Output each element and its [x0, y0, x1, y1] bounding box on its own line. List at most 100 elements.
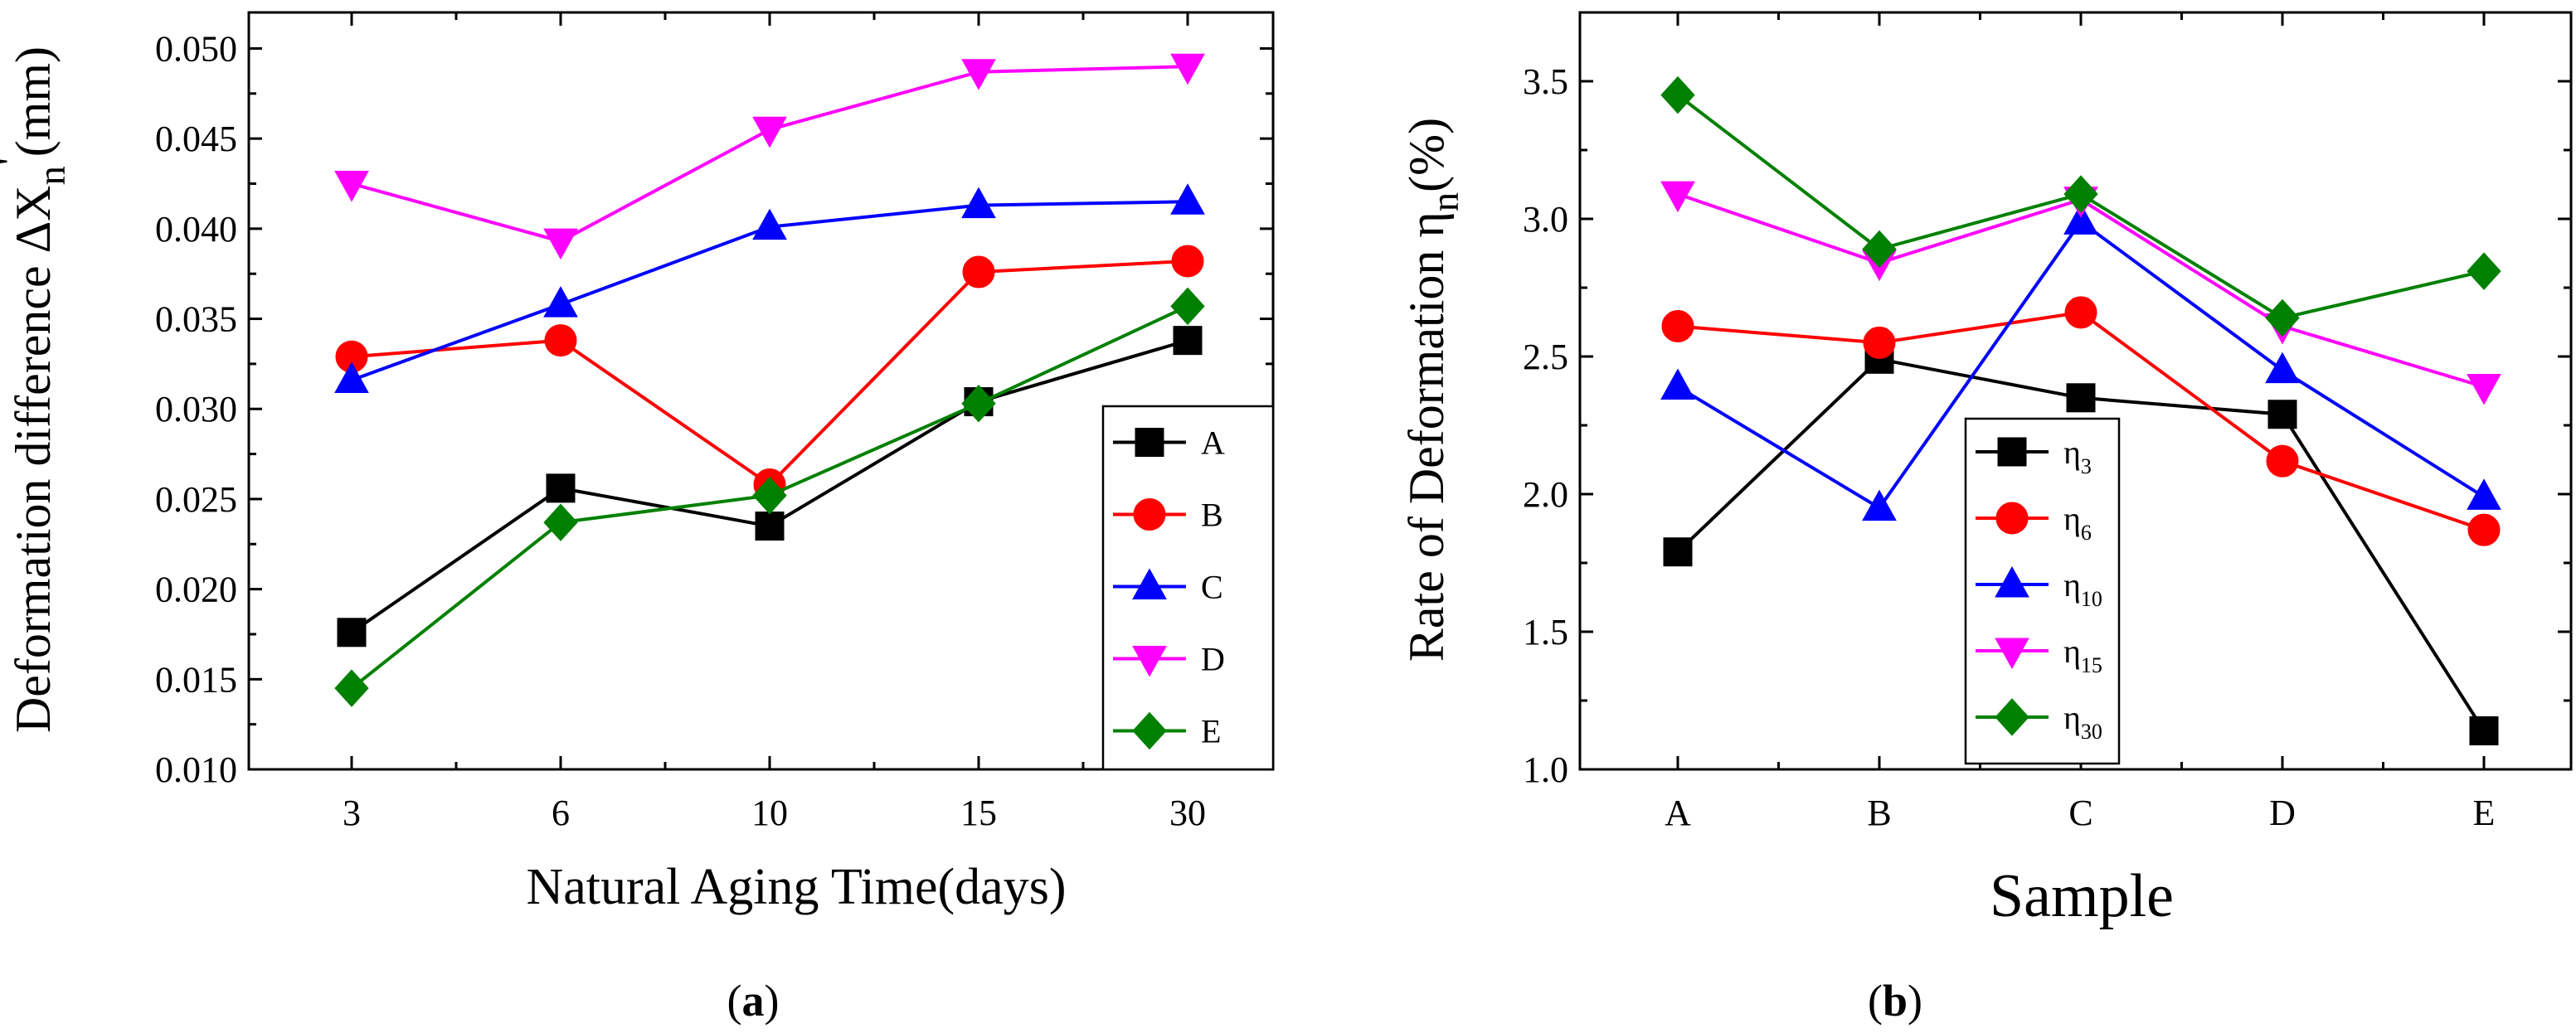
y-tick-label-b: 3.0	[1523, 199, 1568, 240]
legend-label-main: E	[1201, 713, 1221, 750]
data-point-C	[752, 208, 787, 240]
data-point-η15	[2467, 374, 2501, 405]
data-point-η15	[1660, 181, 1695, 213]
data-point-η6	[2064, 296, 2097, 329]
y-tick-label-a: 0.050	[155, 28, 237, 69]
data-point-η6	[2266, 444, 2299, 478]
legend-marker-η10	[1995, 565, 2029, 598]
data-point-η6	[1863, 326, 1896, 359]
data-point-D	[334, 171, 369, 202]
legend-label-η3: η3	[2063, 434, 2092, 478]
y-axis-title-unit: (%)	[1399, 118, 1454, 192]
panel-label-open-paren: (	[727, 976, 742, 1026]
series-η6	[1661, 296, 2501, 546]
legend-label-subscript: 6	[2081, 521, 2092, 545]
x-tick-label-a: 6	[552, 793, 570, 833]
data-point-E	[752, 476, 787, 515]
y-axis-title-subscript: n	[1424, 192, 1467, 211]
y-tick-label-a: 0.010	[155, 749, 237, 790]
legend-label-main: η	[2063, 434, 2081, 471]
y-tick-label-a: 0.035	[155, 299, 237, 340]
legend-label-η30: η30	[2063, 699, 2102, 744]
panel-label-b: (b)	[1868, 976, 1922, 1026]
legend-label-main: B	[1201, 497, 1223, 534]
y-axis-title-main: Deformation difference ΔX	[6, 186, 61, 734]
y-tick-label-b: 1.0	[1523, 749, 1568, 790]
legend-label-main: η	[2063, 633, 2081, 670]
x-tick-label-b: C	[2068, 793, 2092, 833]
data-point-η30	[2265, 298, 2300, 337]
data-point-η30	[2467, 252, 2501, 290]
y-tick-label-a: 0.040	[155, 209, 237, 250]
data-point-η10	[1862, 489, 1897, 521]
data-point-E	[543, 503, 578, 541]
data-point-B	[1171, 245, 1204, 278]
legend-label-E: E	[1201, 713, 1221, 750]
y-axis-title-main: Rate of Deformation η	[1399, 211, 1454, 662]
panel-label-open-paren: (	[1868, 976, 1883, 1026]
series-line-B	[351, 259, 1188, 487]
legend-label-D: D	[1201, 641, 1225, 678]
data-point-A	[546, 473, 576, 503]
series-η15	[1660, 181, 2501, 405]
legend-label-main: η	[2063, 699, 2081, 736]
data-point-η10	[2063, 203, 2098, 235]
legend-label-C: C	[1201, 569, 1223, 606]
x-tick-label-a: 3	[343, 793, 361, 833]
data-point-A	[755, 512, 785, 541]
panel-label-letter: b	[1883, 976, 1908, 1026]
series-D	[334, 53, 1205, 260]
y-tick-label-a: 0.015	[155, 659, 237, 700]
panel-label-close-paren: )	[1908, 976, 1922, 1026]
data-point-C	[334, 361, 369, 393]
data-point-η3	[2469, 716, 2499, 746]
chart-panel-a: 0.010 0.015 0.020 0.025 0.030 0.035 0.040 0.045…	[0, 11, 1275, 1026]
data-point-D	[961, 59, 996, 90]
x-tick-label-a: 30	[1169, 793, 1206, 833]
data-point-A	[337, 618, 367, 647]
y-tick-label-a: 0.025	[155, 479, 237, 520]
y-axis-title-prime: '	[0, 157, 39, 166]
y-tick-label-b: 2.5	[1523, 337, 1568, 377]
y-tick-label-b: 3.5	[1523, 61, 1568, 102]
legend-label-η6: η6	[2063, 500, 2092, 545]
data-point-η3	[1663, 537, 1693, 567]
x-tick-label-a: 15	[960, 793, 997, 833]
data-point-η10	[2467, 478, 2501, 510]
series-E	[334, 287, 1205, 707]
plot-frame-a	[247, 11, 1275, 771]
series-η3	[1663, 344, 2499, 746]
data-point-η3	[2066, 383, 2096, 413]
legend-label-A: A	[1201, 424, 1225, 462]
x-tick-label-b: E	[2473, 793, 2496, 833]
x-tick-label-b: A	[1665, 793, 1691, 833]
data-point-D	[752, 116, 787, 148]
legend-label-subscript: 15	[2081, 653, 2102, 677]
y-tick-label-a: 0.030	[155, 389, 237, 429]
data-point-η30	[1862, 230, 1897, 269]
y-axis-title-b: Rate of Deformation ηn(%)	[1399, 118, 1467, 662]
y-axis-title-unit: (mm)	[6, 46, 61, 157]
data-point-E	[1170, 287, 1205, 326]
legend-box	[1964, 417, 2121, 765]
y-tick-label-a: 0.020	[155, 570, 237, 610]
legend-marker-D	[1132, 646, 1167, 677]
y-tick-label-a: 0.045	[155, 119, 237, 159]
legend-label-main: η	[2063, 566, 2081, 604]
legend-marker-η15	[1995, 638, 2029, 670]
data-point-η10	[2265, 352, 2300, 384]
legend-label-main: D	[1201, 641, 1225, 678]
y-tick-label-b: 2.0	[1523, 474, 1568, 515]
data-point-B	[962, 255, 995, 289]
series-η30	[1660, 75, 2501, 337]
legend-label-η15: η15	[2063, 633, 2102, 677]
legend-marker-η30	[1995, 698, 2029, 736]
y-tick-label-b: 1.5	[1523, 612, 1568, 652]
data-point-B	[544, 324, 577, 357]
data-point-C	[1170, 183, 1205, 215]
data-point-D	[1170, 53, 1205, 85]
legend-label-main: C	[1201, 569, 1223, 606]
